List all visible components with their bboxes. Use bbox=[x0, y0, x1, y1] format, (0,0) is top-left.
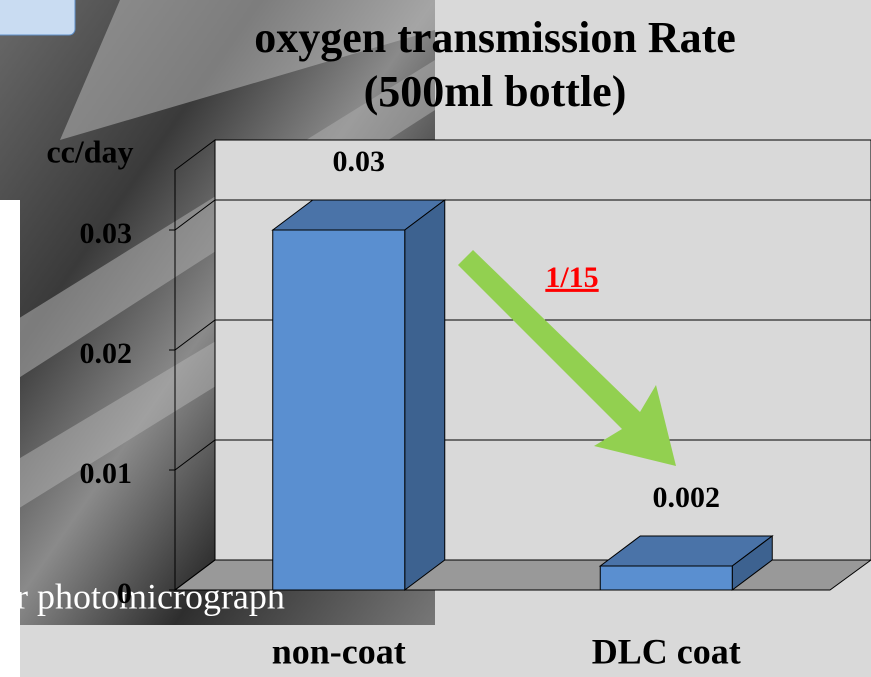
chart-title: oxygen transmission Rate bbox=[254, 13, 736, 62]
arrow bbox=[458, 250, 676, 466]
value-label: 0.03 bbox=[333, 145, 386, 178]
x-tick-label: non-coat bbox=[272, 631, 406, 671]
chart-subtitle: (500ml bottle) bbox=[364, 67, 627, 116]
label-box bbox=[0, 0, 76, 36]
photo-streak bbox=[60, 0, 435, 140]
bar bbox=[272, 229, 406, 591]
y-tick-label: 0.03 bbox=[80, 217, 133, 250]
y-tick-label: 0.02 bbox=[80, 337, 133, 370]
y-tick-label: 0 bbox=[117, 577, 132, 610]
panel bbox=[0, 200, 20, 677]
value-label: 0.002 bbox=[653, 481, 721, 514]
grid-line bbox=[174, 319, 871, 351]
y-axis-label: cc/day bbox=[46, 133, 133, 169]
grid-line bbox=[174, 199, 871, 231]
bar-side bbox=[404, 199, 446, 591]
bar bbox=[599, 565, 733, 591]
y-tick-label: 0.01 bbox=[80, 457, 133, 490]
x-tick-label: DLC coat bbox=[592, 631, 741, 671]
annotation: 1/15 bbox=[545, 261, 598, 294]
